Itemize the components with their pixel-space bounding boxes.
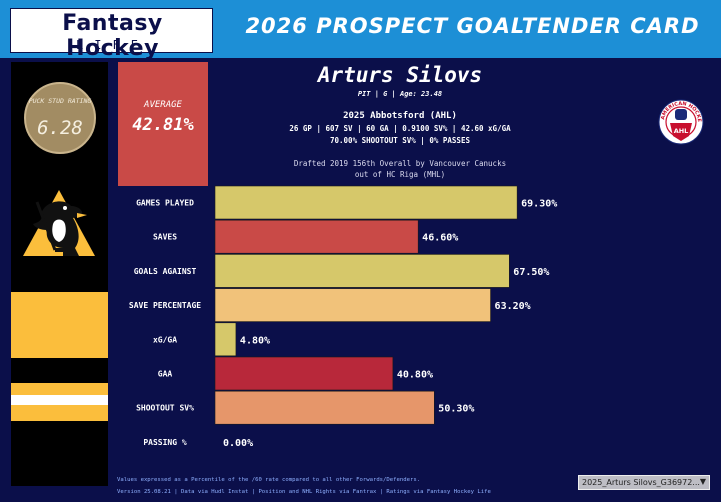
bar xyxy=(214,219,419,254)
team-color-stripe xyxy=(11,292,108,358)
bar-category-label: GOALS AGAINST xyxy=(134,267,197,276)
logo-bottom-text: LIFE xyxy=(76,38,149,52)
penguins-logo-icon xyxy=(23,190,95,256)
player-name: Arturs Silovs xyxy=(317,63,483,87)
bar-category-label: SHOOTOUT SV% xyxy=(136,404,194,413)
rating-badge: PUCK STUD RATING 6.28 xyxy=(24,82,96,154)
team-color-stripe xyxy=(11,383,108,395)
bar-category-label: xG/GA xyxy=(153,335,177,344)
bar-value-label: 0.00% xyxy=(223,438,253,449)
sheet-selector-value: 2025_Arturs Silovs_G36972... xyxy=(582,478,700,487)
bar-value-label: 46.60% xyxy=(422,233,458,244)
page-title: 2026 PROSPECT GOALTENDER CARD xyxy=(245,14,700,38)
team-sidebar: PUCK STUD RATING 6.28 xyxy=(11,62,108,486)
bar-category-label: GAMES PLAYED xyxy=(136,199,194,208)
bar xyxy=(214,288,491,322)
draft-info-line: Drafted 2019 156th Overall by Vancouver … xyxy=(293,159,507,168)
bar-value-label: 69.30% xyxy=(521,199,557,210)
player-meta: PIT | G | Age: 23.48 xyxy=(357,90,443,98)
bar xyxy=(214,254,510,288)
bar-category-label: PASSING % xyxy=(143,438,187,447)
rating-label: PUCK STUD RATING xyxy=(28,97,92,105)
ahl-badge-text: AHL xyxy=(674,127,689,135)
fantasy-hockey-life-logo: Fantasy Hockey LIFE xyxy=(10,8,213,61)
bar-category-label: SAVES xyxy=(153,233,177,242)
season-stats-line: 26 GP | 607 SV | 60 GA | 0.9100 SV% | 42… xyxy=(289,124,511,133)
bar-value-label: 63.20% xyxy=(495,301,531,312)
bar-category-label: SAVE PERCENTAGE xyxy=(129,301,201,310)
bar xyxy=(214,185,518,220)
bar-category-label: GAA xyxy=(158,370,173,379)
draft-info-line: out of HC Riga (MHL) xyxy=(354,170,446,179)
bar-value-label: 67.50% xyxy=(513,267,549,278)
dropdown-arrow-icon[interactable]: ▼ xyxy=(699,477,706,486)
average-box: AVERAGE 42.81% xyxy=(118,62,208,186)
bar-value-label: 4.80% xyxy=(240,335,270,346)
bar-value-label: 40.80% xyxy=(397,370,433,381)
logo-top-text: Fantasy Hockey xyxy=(62,11,163,61)
season-title: 2025 Abbotsford (AHL) xyxy=(343,111,457,121)
bar-value-label: 50.30% xyxy=(438,404,474,415)
team-color-stripe xyxy=(11,395,108,405)
header-bar: Fantasy Hockey LIFE 2026 PROSPECT GOALTE… xyxy=(0,0,721,61)
footer-note: Values expressed as a Percentile of the … xyxy=(117,477,421,483)
rating-value: 6.28 xyxy=(37,117,83,139)
sheet-selector[interactable]: 2025_Arturs Silovs_G36972... ▼ xyxy=(578,475,710,490)
footer-version: Version 25.08.21 | Data via Hudl Instat … xyxy=(117,489,491,495)
average-value: 42.81% xyxy=(132,115,194,135)
bar xyxy=(214,322,237,357)
average-label: AVERAGE xyxy=(144,100,182,110)
bar xyxy=(214,356,394,391)
season-stats-line: 70.00% SHOOTOUT SV% | 0% PASSES xyxy=(330,136,470,145)
bar xyxy=(214,390,435,425)
ahl-logo-icon: AMERICAN HOCKEY LEAGUE AHL xyxy=(656,93,704,145)
team-color-stripe xyxy=(11,405,108,421)
